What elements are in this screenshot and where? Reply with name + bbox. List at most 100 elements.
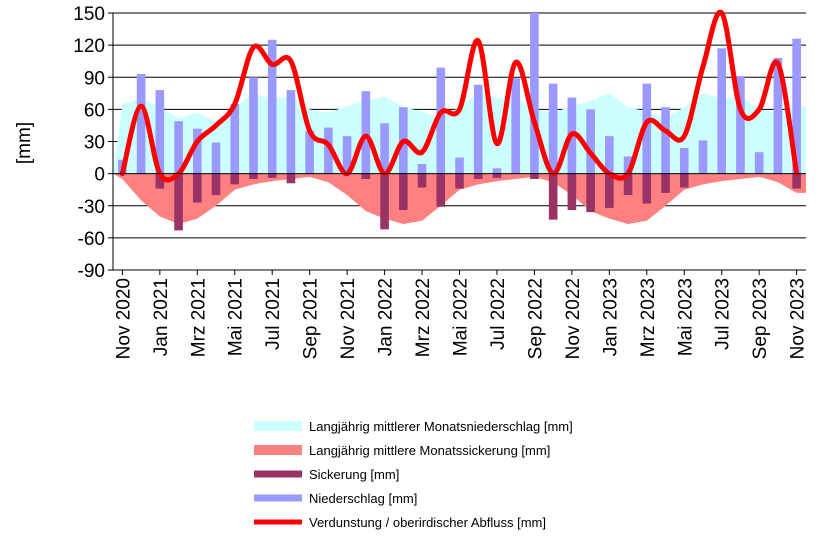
x-tick-label: Sep 2021 <box>301 278 322 359</box>
y-tick-label: -30 <box>78 197 105 218</box>
bar-series-3 <box>492 168 502 174</box>
bar-series-2 <box>417 173 427 188</box>
bar-series-2 <box>436 173 446 207</box>
bar-series-2 <box>623 173 633 196</box>
axis-layer <box>112 13 806 270</box>
y-tick-label: 120 <box>73 36 105 57</box>
bar-series-3 <box>736 76 745 174</box>
x-tick-label: Jul 2022 <box>488 278 509 350</box>
legend-label: Langjährig mittlerer Monatsniederschlag … <box>309 419 573 434</box>
bar-series-2 <box>642 173 652 204</box>
bar-series-3 <box>679 147 689 174</box>
x-tick-label: Nov 2020 <box>113 278 134 359</box>
x-tick-label: Jan 2022 <box>376 278 397 356</box>
x-tick-label: Mai 2021 <box>226 278 247 356</box>
y-tick-label: 0 <box>94 165 105 186</box>
bar-series-3 <box>623 156 633 174</box>
legend-swatch <box>254 421 302 431</box>
bar-series-3 <box>192 128 202 174</box>
bar-series-3 <box>605 136 614 174</box>
bar-series-2 <box>155 173 165 189</box>
x-tick-label: Jul 2023 <box>713 278 734 350</box>
x-tick-label: Sep 2023 <box>750 278 771 359</box>
bar-series-2 <box>605 173 614 208</box>
bar-series-2 <box>792 173 801 189</box>
bar-series-2 <box>661 173 670 193</box>
bar-series-2 <box>361 173 371 179</box>
bar-series-3 <box>661 107 670 174</box>
bar-series-3 <box>511 78 520 174</box>
legend-swatch <box>254 470 302 478</box>
bar-series-3 <box>380 123 389 174</box>
y-tick-label: 90 <box>84 68 105 89</box>
legend-label: Verdunstung / oberirdischer Abfluss [mm] <box>309 515 546 530</box>
bar-series-3 <box>286 90 296 174</box>
line-series-4 <box>119 9 800 183</box>
bar-series-3 <box>211 142 221 174</box>
bar-series-2 <box>473 173 483 179</box>
y-axis-label: [mm] <box>14 122 35 164</box>
bar-series-3 <box>754 152 764 174</box>
bar-series-3 <box>324 127 333 174</box>
bar-series-2 <box>492 173 502 178</box>
bar-series-2 <box>679 173 689 188</box>
area-series-0 <box>113 93 806 174</box>
bar-series-3 <box>792 38 801 174</box>
bar-series-2 <box>249 173 258 179</box>
bar-series-2 <box>548 173 558 220</box>
bar-series-3 <box>361 91 371 174</box>
bar-series-2 <box>230 173 240 185</box>
legend-swatch <box>254 494 302 502</box>
area-series-1 <box>113 173 806 224</box>
x-tick-label: Nov 2023 <box>788 278 809 359</box>
y-tick-label: 150 <box>73 4 105 25</box>
y-tick-label: 30 <box>84 133 105 154</box>
y-tick-label: -90 <box>78 261 105 282</box>
x-tick-label: Jan 2021 <box>151 278 172 356</box>
bar-series-3 <box>548 83 558 174</box>
bar-series-3 <box>342 136 352 174</box>
bar-series-3 <box>473 84 483 174</box>
bar-series-3 <box>698 140 708 174</box>
bar-series-3 <box>267 39 277 174</box>
legend-swatch <box>254 445 302 455</box>
x-tick-label: Mai 2023 <box>675 278 696 356</box>
bar-series-3 <box>155 90 165 174</box>
bar-series-2 <box>380 173 389 230</box>
bar-series-2 <box>174 173 183 231</box>
y-tick-labels: 150 120 90 60 30 0 -30 -60 -90 <box>73 4 105 282</box>
bar-series-3 <box>417 163 427 174</box>
bar-series-3 <box>642 83 652 174</box>
x-tick-label: Nov 2022 <box>563 278 584 359</box>
bar-series-2 <box>267 173 277 178</box>
bar-series-2 <box>530 173 539 179</box>
bar-series-3 <box>230 104 240 174</box>
bar-series-2 <box>586 173 595 213</box>
x-tick-label: Mai 2022 <box>451 278 472 356</box>
x-tick-label: Jul 2021 <box>263 278 284 350</box>
legend-label: Niederschlag [mm] <box>309 491 417 506</box>
x-tick-label: Sep 2022 <box>525 278 546 359</box>
bar-series-3 <box>174 121 183 174</box>
x-tick-label: Mrz 2022 <box>413 278 434 357</box>
bar-series-2 <box>399 173 408 211</box>
bar-series-3 <box>436 67 446 174</box>
legend: Langjährig mittlerer Monatsniederschlag … <box>254 419 573 530</box>
x-tick-label: Nov 2021 <box>338 278 359 359</box>
bar-series-3 <box>455 157 464 174</box>
bar-series-3 <box>586 109 595 174</box>
legend-label: Sickerung [mm] <box>309 467 399 482</box>
bar-series-3 <box>305 130 314 174</box>
x-tick-label: Jan 2023 <box>600 278 621 356</box>
x-tick-label: Mrz 2023 <box>638 278 659 357</box>
bar-series-3 <box>249 77 258 174</box>
bar-series-3 <box>717 48 727 174</box>
bar-layer <box>118 13 801 231</box>
bar-series-2 <box>455 173 464 189</box>
area-layer <box>113 93 806 224</box>
bar-series-3 <box>530 13 539 174</box>
x-tick-labels: Nov 2020 Jan 2021 Mrz 2021 Mai 2021 Jul 2021… <box>113 270 809 359</box>
y-tick-label: -60 <box>78 229 105 250</box>
bar-series-2 <box>286 173 296 184</box>
